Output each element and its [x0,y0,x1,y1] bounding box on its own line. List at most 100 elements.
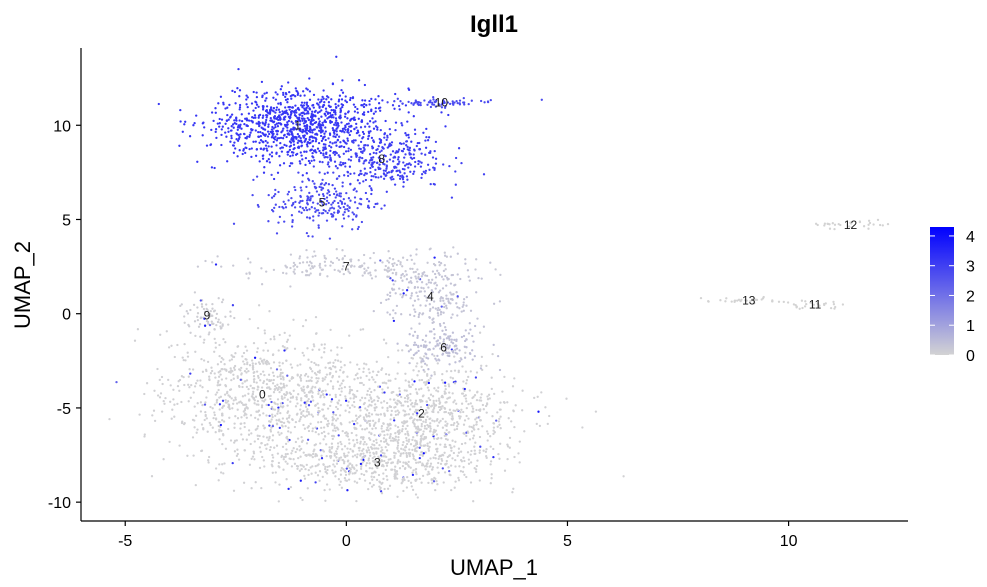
cell-point [371,370,375,373]
cell-point [190,383,193,387]
cell-point [412,334,415,337]
cell-point [414,471,418,474]
cell-point [258,446,262,449]
cell-point [270,151,274,154]
cell-point [136,328,140,331]
cell-point [364,159,367,162]
cell-point [374,106,377,110]
cell-point [290,137,294,140]
cell-point [181,130,184,133]
cell-point [178,389,181,392]
cell-point [239,422,242,425]
cell-point [266,349,270,352]
cell-point [374,471,377,474]
cell-point [405,462,409,465]
cell-point [383,154,386,157]
cell-point [308,260,312,263]
cell-point [336,407,339,411]
cell-point [243,380,246,383]
cell-point [289,285,292,288]
cell-point [405,394,409,398]
cell-point [328,450,331,453]
cell-point [300,154,303,157]
cell-point [463,103,466,106]
cell-point [268,161,271,164]
cell-point [303,401,306,404]
cell-point [180,375,184,378]
cell-point [294,120,298,123]
cell-point [332,459,336,462]
cell-point [256,203,260,207]
cell-point [240,119,244,123]
cell-point [334,470,337,473]
cell-point [492,421,495,425]
cell-point [256,399,260,403]
cell-point [425,274,429,278]
cell-point [262,147,266,150]
cell-point [323,101,326,104]
cell-point [239,123,242,126]
cell-point [294,200,297,204]
cell-point [245,94,248,97]
cell-point [429,151,432,155]
cell-point [394,405,397,409]
cell-point [419,304,422,307]
cell-point [368,431,371,434]
cell-point [279,405,282,408]
cell-point [365,421,369,424]
cell-point [318,479,321,482]
cell-point [339,368,342,372]
cell-point [415,291,418,294]
cell-point [444,326,447,329]
cell-point [318,273,322,277]
cell-point [323,435,327,438]
cell-point [373,447,376,450]
cell-point [382,437,386,440]
cell-point [486,439,489,442]
cell-point [159,333,162,336]
cell-point [360,396,364,399]
cell-point [242,147,245,151]
cell-point [445,284,448,287]
cell-point [313,345,316,348]
cell-point [362,253,366,257]
cell-point [247,429,251,432]
cell-point [357,415,360,419]
cell-point [379,433,382,436]
cell-point [374,172,377,176]
cell-point [414,310,417,314]
cell-point [243,425,246,429]
cell-point [285,272,288,275]
cell-point [344,150,348,153]
cell-point [540,391,543,394]
cell-point [329,264,332,267]
cell-point [220,356,223,360]
cell-point [253,377,256,381]
cell-point [429,307,432,311]
cell-point [258,121,261,125]
cell-point [298,123,302,126]
cell-point [496,354,500,358]
cell-point [428,348,431,351]
cell-point [216,255,219,258]
cell-point [424,153,427,156]
cell-point [344,409,347,412]
cell-point [432,262,436,266]
cell-point [331,142,334,145]
cell-point [335,452,338,455]
cell-point [238,108,241,111]
cell-point [304,319,308,322]
y-axis-title: UMAP_2 [10,241,35,329]
cell-point [179,120,182,123]
cell-point [332,151,335,155]
cell-point [385,298,388,302]
cell-point [305,442,309,445]
cell-point [318,409,321,413]
cell-point [456,101,459,105]
cell-point [392,309,395,312]
cell-point [221,324,224,327]
cell-point [886,222,890,226]
cell-point [436,483,439,486]
cell-point [330,442,334,445]
cell-point [282,384,286,387]
